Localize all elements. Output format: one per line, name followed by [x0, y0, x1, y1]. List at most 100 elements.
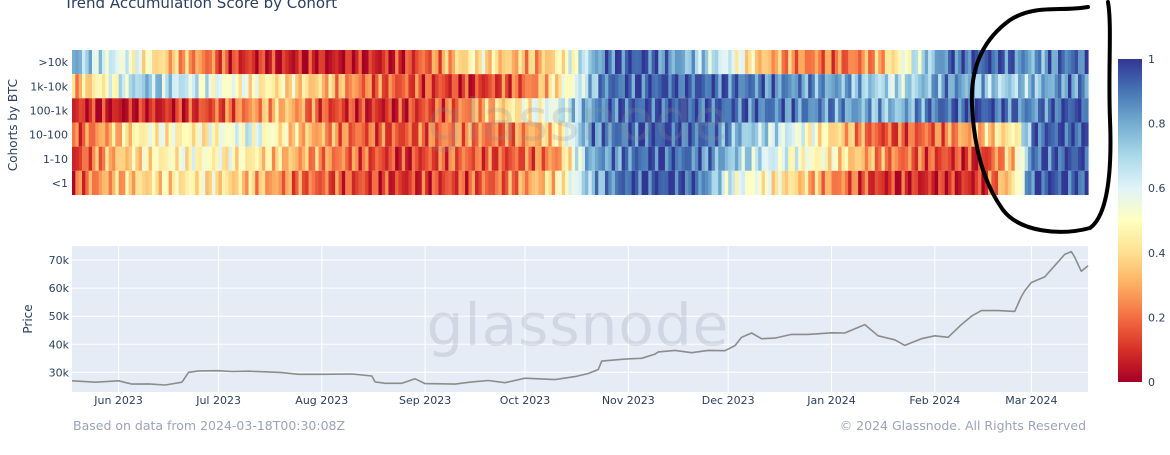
heatmap-cell: [1081, 146, 1086, 171]
heatmap-cell: [545, 50, 549, 75]
heatmap-cell: [328, 74, 333, 99]
heatmap-cell: [125, 50, 130, 75]
heatmap-cell: [558, 146, 563, 171]
heatmap-cell: [991, 122, 996, 147]
heatmap-cell: [968, 170, 973, 195]
heatmap-cell: [568, 98, 573, 123]
heatmap-cell: [165, 122, 170, 147]
heatmap-cell: [271, 50, 276, 75]
heatmap-cell: [998, 50, 1002, 75]
heatmap-cell: [175, 170, 180, 195]
heatmap-cell: [178, 170, 183, 195]
heatmap-cell: [568, 74, 573, 99]
heatmap-cell: [88, 98, 93, 123]
heatmap-cell: [328, 122, 333, 147]
heatmap-cell: [708, 170, 713, 195]
heatmap-cell: [834, 98, 839, 123]
heatmap-cell: [85, 122, 90, 147]
heatmap-cell: [1078, 98, 1082, 123]
heatmap-cell: [575, 146, 579, 171]
heatmap-cell: [951, 170, 956, 195]
heatmap-cell: [271, 170, 276, 195]
heatmap-cell: [378, 98, 383, 123]
heatmap-cell: [701, 98, 706, 123]
heatmap-cell: [435, 50, 440, 75]
heatmap-cell: [205, 98, 210, 123]
heatmap-cell: [158, 146, 163, 171]
heatmap-cell: [828, 122, 833, 147]
heatmap-cell: [781, 74, 786, 99]
heatmap-cell: [281, 122, 286, 147]
heatmap-cell: [791, 74, 796, 99]
heatmap-cell: [368, 50, 373, 75]
heatmap-cell: [541, 122, 546, 147]
heatmap-cell: [391, 50, 396, 75]
heatmap-cell: [468, 50, 473, 75]
heatmap-cell: [418, 170, 423, 195]
heatmap-cell: [448, 146, 453, 171]
heatmap-cell: [764, 50, 769, 75]
heatmap-cell: [774, 170, 779, 195]
heatmap-cell: [331, 50, 336, 75]
cohort-heatmap[interactable]: [72, 50, 1089, 195]
heatmap-cell: [1044, 170, 1049, 195]
heatmap-cell: [608, 122, 613, 147]
heatmap-cell: [585, 98, 589, 123]
heatmap-cell: [581, 146, 586, 171]
heatmap-cell: [1074, 122, 1079, 147]
heatmap-cell: [1081, 74, 1086, 99]
heatmap-cell: [941, 122, 946, 147]
heatmap-cell: [664, 74, 669, 99]
heatmap-cell: [145, 146, 150, 171]
heatmap-cell: [594, 170, 599, 195]
heatmap-cell: [528, 50, 533, 75]
heatmap-cell: [934, 146, 939, 171]
heatmap-cell: [911, 74, 916, 99]
heatmap-cell: [1064, 146, 1069, 171]
heatmap-cell: [305, 50, 310, 75]
heatmap-cell: [634, 170, 639, 195]
heatmap-cell: [381, 170, 386, 195]
heatmap-cell: [681, 122, 686, 147]
heatmap-cell: [365, 146, 370, 171]
heatmap-cell: [188, 98, 193, 123]
heatmap-cell: [674, 122, 679, 147]
heatmap-cell: [228, 74, 233, 99]
heatmap-cell: [624, 122, 629, 147]
heatmap-cell: [288, 98, 293, 123]
heatmap-cell: [255, 170, 260, 195]
heatmap-cell: [638, 50, 643, 75]
heatmap-cell: [451, 146, 456, 171]
heatmap-cell: [904, 50, 909, 75]
heatmap-cell: [518, 170, 523, 195]
heatmap-cell: [485, 122, 489, 147]
heatmap-cell: [634, 50, 639, 75]
heatmap-cell: [961, 170, 966, 195]
heatmap-cell: [255, 122, 260, 147]
heatmap-cell: [481, 50, 486, 75]
heatmap-cell: [381, 50, 386, 75]
heatmap-cell: [674, 146, 679, 171]
heatmap-cell: [631, 122, 636, 147]
heatmap-cell: [1054, 98, 1059, 123]
heatmap-cell: [518, 74, 523, 99]
heatmap-cell: [1024, 122, 1029, 147]
heatmap-cell: [928, 50, 933, 75]
heatmap-cell: [265, 74, 270, 99]
heatmap-cell: [411, 74, 416, 99]
heatmap-cell: [561, 170, 566, 195]
heatmap-cell: [871, 50, 876, 75]
heatmap-cell: [588, 146, 593, 171]
heatmap-cell: [934, 74, 939, 99]
heatmap-cell: [1001, 50, 1006, 75]
heatmap-cell: [505, 122, 509, 147]
heatmap-cell: [1041, 98, 1046, 123]
heatmap-cell: [1048, 122, 1052, 147]
heatmap-cell: [155, 50, 160, 75]
heatmap-cell: [511, 98, 516, 123]
heatmap-cell: [285, 122, 290, 147]
heatmap-cell: [358, 50, 363, 75]
heatmap-cell: [624, 50, 629, 75]
heatmap-cell: [78, 170, 83, 195]
